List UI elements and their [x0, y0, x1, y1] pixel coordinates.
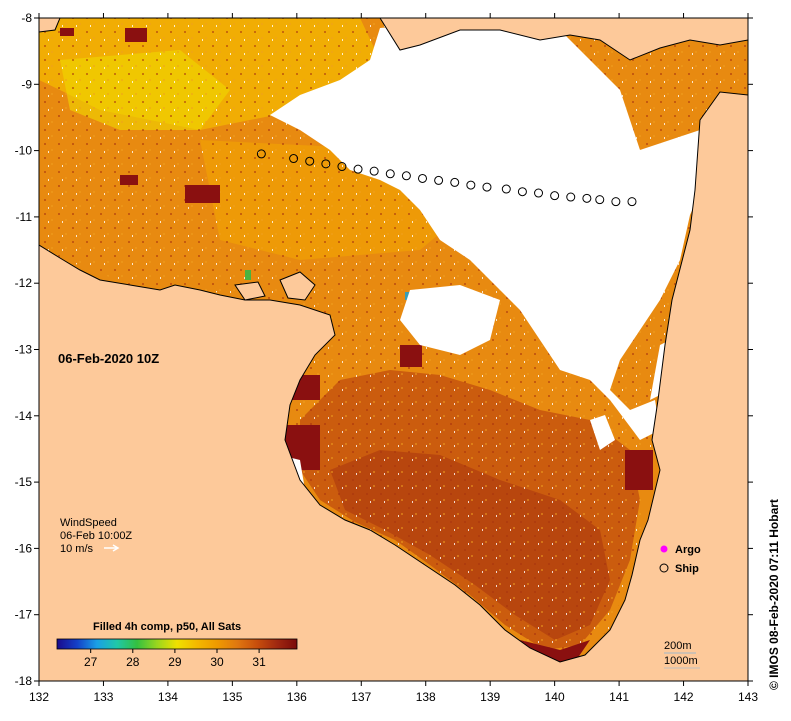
x-tick-label: 142	[674, 690, 694, 704]
y-tick-label: -10	[15, 144, 33, 158]
x-tick-label: 141	[609, 690, 629, 704]
ship-position	[595, 195, 605, 205]
colorbar-ticks: 27 28 29 30 31	[84, 649, 266, 669]
ship-position	[534, 188, 544, 198]
x-tick-label: 134	[158, 690, 178, 704]
ship-position	[466, 180, 476, 190]
y-tick-label: -13	[15, 343, 33, 357]
x-tick-label: 138	[416, 690, 436, 704]
x-tick-label: 135	[222, 690, 242, 704]
x-tick-label: 143	[738, 690, 758, 704]
colorbar-tick-label: 27	[84, 655, 98, 669]
argo-marker-icon	[660, 545, 668, 553]
ship-position	[385, 169, 395, 179]
x-axis: 132 133 134 135 136 137 138 139 140 141 142 143	[29, 13, 758, 704]
ship-position	[566, 192, 576, 202]
ship-position	[401, 171, 411, 181]
platform-legend: Argo Ship	[659, 544, 701, 575]
y-tick-label: -11	[16, 210, 33, 224]
ship-position	[418, 173, 428, 183]
coastlines	[39, 18, 748, 681]
ship-position	[337, 162, 347, 172]
ship-position	[256, 149, 266, 159]
legend-ship: Ship	[675, 563, 699, 575]
colorbar-tick-label: 31	[252, 655, 266, 669]
isobath-1000m: 1000m	[664, 655, 698, 667]
date-label: 06-Feb-2020 10Z	[58, 351, 159, 366]
isobath-legend: 200m 1000m	[664, 640, 700, 669]
map-plot-area	[39, 18, 748, 681]
ship-position	[482, 182, 492, 192]
y-axis: -8 -9 -10 -11 -12 -13 -14 -15 -16 -17 -18	[15, 11, 753, 688]
colorbar-tick-label: 30	[210, 655, 224, 669]
nw-land	[39, 18, 61, 33]
colorbar: Filled 4h comp, p50, All Sats 27 28 29 30 31	[56, 621, 298, 669]
ship-track	[256, 149, 637, 207]
ship-position	[305, 156, 315, 166]
wind-reference: WindSpeed 06-Feb 10:00Z 10 m/s	[60, 517, 132, 555]
colorbar-ramp	[56, 638, 298, 650]
island-b	[234, 281, 266, 301]
wind-title: WindSpeed	[60, 517, 117, 529]
x-tick-label: 139	[480, 690, 500, 704]
ship-position	[517, 187, 527, 197]
ship-position	[353, 164, 363, 174]
wind-scale: 10 m/s	[60, 543, 94, 555]
wind-arrow-icon	[104, 544, 120, 552]
x-tick-label: 136	[287, 690, 307, 704]
colorbar-tick-label: 29	[168, 655, 182, 669]
ship-marker-icon	[659, 563, 669, 573]
ship-position	[627, 197, 637, 207]
x-tick-label: 133	[93, 690, 113, 704]
ship-position	[582, 193, 592, 203]
new-guinea	[379, 18, 748, 61]
ship-position	[434, 175, 444, 185]
australia-mainland	[39, 91, 748, 681]
credit-text: © IMOS 08-Feb-2020 07:11 Hobart	[767, 499, 781, 690]
y-tick-label: -18	[15, 674, 33, 688]
y-tick-label: -8	[21, 11, 32, 25]
ship-position	[321, 159, 331, 169]
x-tick-label: 137	[351, 690, 371, 704]
colorbar-tick-label: 28	[126, 655, 140, 669]
ship-position	[611, 197, 621, 207]
y-tick-label: -9	[21, 77, 32, 91]
ship-position	[369, 166, 379, 176]
island-a	[279, 271, 316, 301]
x-tick-label: 132	[29, 690, 49, 704]
y-tick-label: -12	[15, 276, 33, 290]
ship-position	[550, 191, 560, 201]
ship-position	[501, 184, 511, 194]
x-tick-label: 140	[545, 690, 565, 704]
wind-time: 06-Feb 10:00Z	[60, 530, 132, 542]
y-tick-label: -17	[15, 608, 33, 622]
legend-argo: Argo	[675, 544, 701, 556]
colorbar-title: Filled 4h comp, p50, All Sats	[93, 621, 241, 633]
y-tick-label: -16	[15, 541, 33, 555]
ship-position	[450, 177, 460, 187]
ship-position	[289, 154, 299, 164]
y-tick-label: -15	[15, 475, 33, 489]
isobath-200m: 200m	[664, 640, 692, 652]
y-tick-label: -14	[15, 409, 33, 423]
